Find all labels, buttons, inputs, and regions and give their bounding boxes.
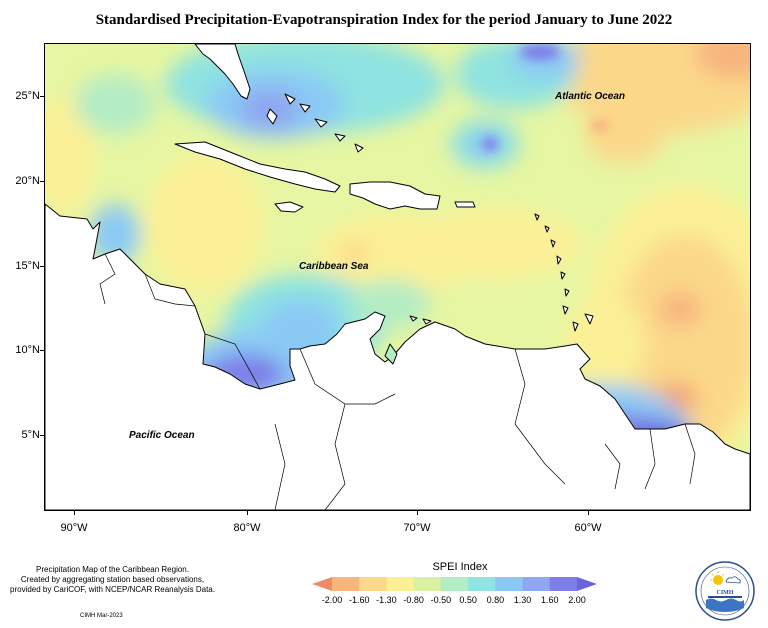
- legend-arrow-low: [312, 577, 332, 591]
- legend-swatch: [549, 577, 578, 591]
- cimh-logo: CIMH: [695, 561, 755, 621]
- lat-label-20n: 20°N: [15, 175, 40, 187]
- legend-label: 0.50: [459, 595, 477, 605]
- lat-tick: [40, 266, 45, 267]
- legend-arrow-high: [577, 577, 597, 591]
- lon-tick: [417, 510, 418, 515]
- lat-tick: [40, 181, 45, 182]
- legend-swatch: [413, 577, 442, 591]
- legend-swatch: [522, 577, 551, 591]
- legend-swatch: [386, 577, 415, 591]
- lon-tick: [588, 510, 589, 515]
- legend-label: -1.30: [376, 595, 397, 605]
- legend-label: 2.00: [568, 595, 586, 605]
- description-line: provided by CariCOF, with NCEP/NCAR Rean…: [10, 585, 215, 594]
- legend-label: -0.80: [403, 595, 424, 605]
- legend-colorbar: [312, 577, 597, 591]
- lon-label-90w: 90°W: [60, 522, 88, 534]
- description-line: Precipitation Map of the Caribbean Regio…: [36, 565, 189, 574]
- lon-label-70w: 70°W: [403, 522, 431, 534]
- map-description: Precipitation Map of the Caribbean Regio…: [10, 565, 215, 595]
- legend-label: -1.60: [348, 595, 370, 605]
- lat-label-10n: 10°N: [15, 344, 40, 356]
- legend-label: 1.30: [513, 595, 532, 605]
- spei-map: Atlantic Ocean Caribbean Sea Pacific Oce…: [44, 43, 751, 511]
- legend-swatch: [359, 577, 387, 591]
- lat-label-25n: 25°N: [15, 90, 40, 102]
- credit-text: CIMH Mar-2023: [80, 613, 123, 619]
- caribbean-sea-label: Caribbean Sea: [299, 261, 369, 272]
- legend-label: 0.80: [486, 595, 505, 605]
- lat-tick: [40, 96, 45, 97]
- legend-label: -0.50: [430, 595, 452, 605]
- lon-label-80w: 80°W: [233, 522, 261, 534]
- map-title: Standardised Precipitation-Evapotranspir…: [95, 12, 673, 28]
- lat-tick: [40, 435, 45, 436]
- lat-tick: [40, 350, 45, 351]
- legend-title: SPEI Index: [432, 561, 488, 573]
- lon-label-60w: 60°W: [574, 522, 602, 534]
- legend-swatch: [468, 577, 496, 591]
- legend-label: 1.60: [541, 595, 559, 605]
- description-line: Created by aggregating station based obs…: [20, 575, 205, 584]
- lon-tick: [74, 510, 75, 515]
- lon-tick: [247, 510, 248, 515]
- logo-text: CIMH: [717, 590, 734, 596]
- legend-swatch: [495, 577, 524, 591]
- pacific-ocean-label: Pacific Ocean: [129, 430, 195, 441]
- legend-label: -2.00: [321, 595, 343, 605]
- spei-field: [45, 44, 750, 510]
- legend-swatch: [440, 577, 469, 591]
- lat-label-5n: 5°N: [21, 429, 40, 441]
- legend-swatch: [332, 577, 360, 591]
- atlantic-ocean-label: Atlantic Ocean: [555, 91, 626, 102]
- lat-label-15n: 15°N: [15, 260, 40, 272]
